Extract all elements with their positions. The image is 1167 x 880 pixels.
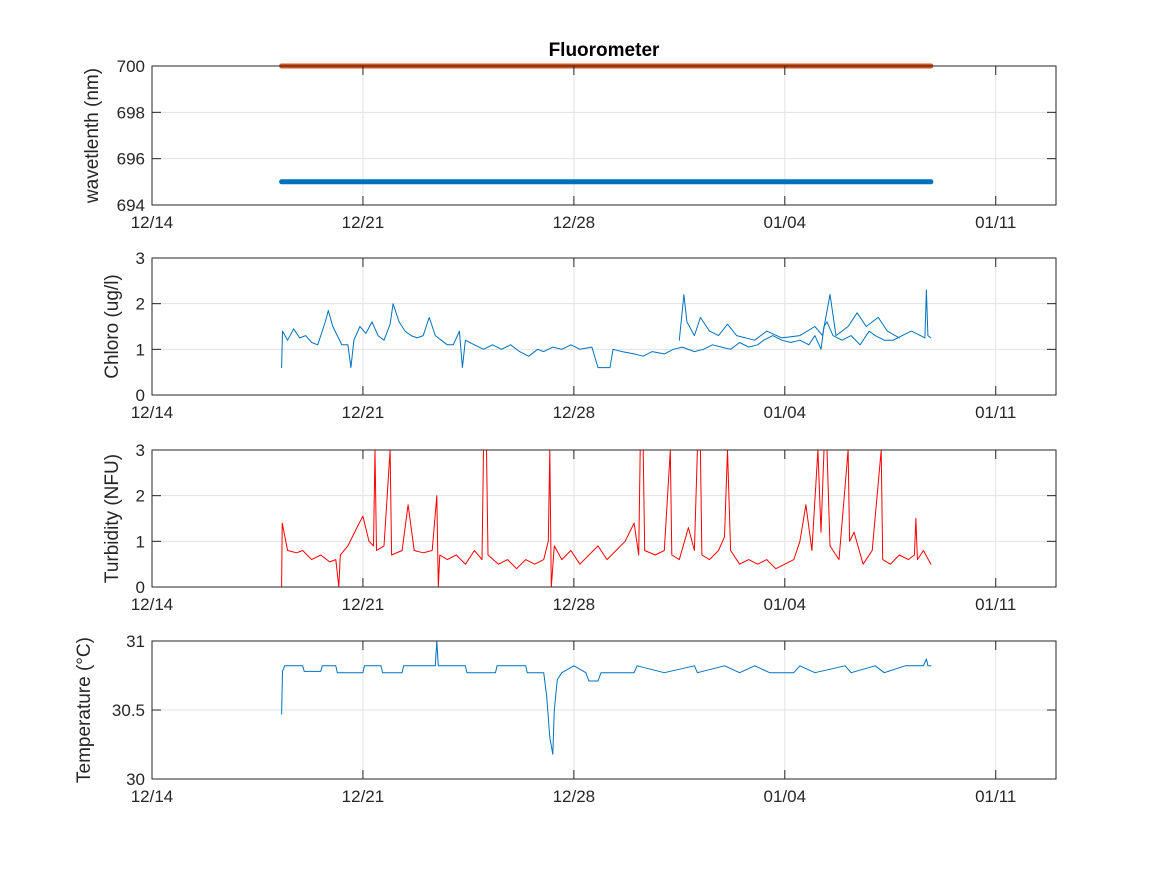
subplot-3: 12/14 12/21 12/28 01/04 01/11 0 1 2 3 Turbidity (…: [102, 441, 1057, 614]
y-tick-label: 2: [136, 487, 145, 506]
axes-box: [151, 449, 1057, 588]
y-axis-label: Chloro (ug/l): [102, 274, 123, 379]
x-tick-label: 01/04: [764, 403, 807, 422]
y-tick-label: 2: [136, 295, 145, 314]
x-tick-label: 12/28: [553, 595, 596, 614]
y-axis-label: wavetlenth (nm): [82, 68, 103, 204]
series-line-2-2: [678, 294, 900, 341]
x-tick-label: 01/04: [764, 787, 807, 806]
y-tick-label: 1: [136, 532, 145, 551]
series-line-4-1: [281, 640, 932, 755]
x-tick-label: 01/04: [764, 595, 807, 614]
x-tick-label: 12/21: [342, 595, 385, 614]
x-tick-label: 01/11: [975, 403, 1016, 422]
axes-box: [151, 257, 1057, 396]
x-tick-label: 01/11: [975, 595, 1016, 614]
chart-title: Fluorometer: [549, 40, 660, 61]
x-tick-label: 12/21: [342, 403, 385, 422]
x-tick-label: 12/14: [131, 595, 174, 614]
subplot-1: 12/14 12/21 12/28 01/04 01/11 694 696 698 700 wav…: [82, 57, 1057, 232]
axes-box: [151, 65, 1057, 206]
subplot-4: 12/14 12/21 12/28 01/04 01/11 30 30.5 31 Tempera…: [74, 632, 1057, 806]
x-tick-label: 12/28: [553, 403, 596, 422]
y-tick-label: 694: [117, 196, 145, 215]
y-tick-label: 1: [136, 340, 145, 359]
x-tick-label: 12/14: [131, 213, 174, 232]
x-tick-label: 01/04: [764, 213, 807, 232]
y-tick-label: 3: [136, 441, 145, 460]
y-tick-label: 0: [136, 578, 145, 597]
y-tick-label: 700: [117, 57, 145, 76]
y-tick-label: 30.5: [112, 701, 145, 720]
y-axis-label: Temperature (°C): [74, 637, 95, 783]
series-line-2-1: [281, 289, 932, 369]
y-tick-label: 698: [117, 103, 145, 122]
x-tick-label: 12/14: [131, 787, 174, 806]
y-tick-label: 0: [136, 386, 145, 405]
y-tick-label: 31: [126, 632, 145, 651]
y-tick-label: 696: [117, 150, 145, 169]
x-tick-label: 01/11: [975, 787, 1016, 806]
y-tick-label: 3: [136, 249, 145, 268]
x-tick-label: 12/21: [342, 787, 385, 806]
y-tick-label: 30: [126, 770, 145, 789]
x-tick-label: 12/28: [553, 213, 596, 232]
x-tick-label: 12/21: [342, 213, 385, 232]
series-line-3-1: [281, 449, 932, 587]
x-tick-label: 12/14: [131, 403, 174, 422]
y-axis-label: Turbidity (NFU): [102, 454, 123, 583]
x-tick-label: 01/11: [975, 213, 1016, 232]
subplot-2: 12/14 12/21 12/28 01/04 01/11 0 1 2 3 Chloro (ug/…: [102, 249, 1057, 422]
x-tick-label: 12/28: [553, 787, 596, 806]
